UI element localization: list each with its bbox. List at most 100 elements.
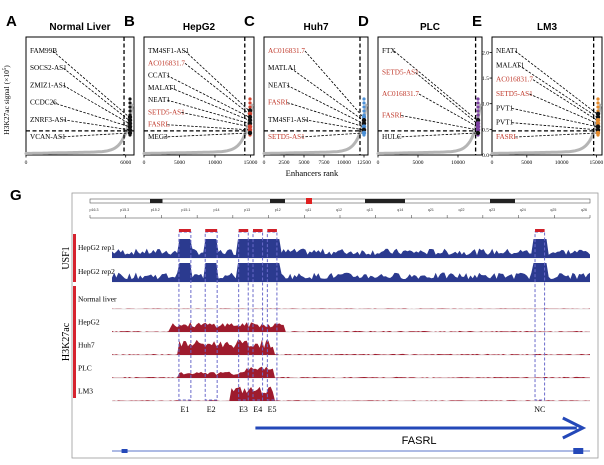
label-leader [515,132,598,138]
labeled-point [595,118,601,123]
signal-track [112,366,590,378]
enhancer-label: E4 [253,405,262,414]
gene-label: ZNRF3-AS1 [30,116,68,124]
track-hepg2: HepG2 [78,318,590,333]
data-point [128,101,132,105]
enhancer-box [534,231,546,401]
enhancer-marker [253,229,263,232]
data-point [362,109,366,113]
labeled-point [361,121,367,126]
label-leader [52,102,130,127]
panel-letter: D [358,13,369,30]
ideogram-band-label: p16.3 [90,208,99,212]
ideogram-band [270,199,285,203]
track-label: HepG2 [78,318,100,327]
label-leader [181,112,250,127]
gene-label: MALAT1 [148,84,177,92]
panel-letter: A [6,13,17,30]
label-leader [397,132,478,138]
ideogram-band-label: q11 [306,208,312,212]
gene-label: MALAT1 [496,61,525,69]
x-tick-label: 10000 [208,160,222,166]
panel-title: PLC [420,22,440,33]
panel-E: E LM3 0 5000 10000 15000 0.0 0.5 1.0 1.5 2.0 NEAT1 M… [472,13,604,166]
label-leader [184,50,250,111]
track-normal-liver: Normal liver [78,295,590,310]
rank-curve [262,103,368,155]
panel-title: Huh7 [304,22,329,33]
enhancer-marker [178,229,191,232]
label-leader [515,50,598,115]
labeled-point [595,121,601,126]
signal-track [112,386,590,401]
x-tick-label: 5000 [174,160,185,166]
enhancer-rank-panels: A Normal Liver 0 6000 FAM99B SOCS2-AS1 ZMIZ1-A… [6,13,604,166]
ideogram-locus [306,198,312,204]
labeled-point [595,127,601,132]
labeled-point [475,121,481,126]
labeled-point [247,130,253,136]
label-leader [415,72,478,124]
panel-A: A Normal Liver 0 6000 FAM99B SOCS2-AS1 ZMIZ1-A… [6,13,135,166]
signal-track [112,239,590,258]
h3k27ac-group-bar [73,286,76,398]
gene-label: SOCS2-AS1 [30,64,67,72]
ideogram-band-label: q12 [336,208,342,212]
label-leader [418,93,478,127]
label-leader [290,67,364,121]
panel-title: Normal Liver [49,22,110,33]
label-leader [52,50,130,118]
labeled-point [475,124,481,129]
gene-label: SETD5-AS1 [382,69,419,77]
gene-label: SETD5-AS1 [148,108,185,116]
labeled-point [247,114,253,120]
y-tick-label: 2.0 [482,50,489,56]
h3k27ac-group-label: H3K27ac [61,322,72,361]
labeled-point [247,108,253,113]
label-leader [59,132,130,138]
signal-track [112,339,590,355]
gene-model-exon [573,448,584,454]
label-leader [170,87,250,121]
plot-frame [143,36,255,156]
gene-arrow-head [562,416,587,440]
plot-frame [263,36,369,156]
labeled-point [595,124,601,129]
labeled-point [361,118,367,123]
panel-title: LM3 [537,22,557,33]
panel-letter: C [244,13,255,30]
ideogram-band-label: p13 [244,208,250,212]
data-point [128,109,132,113]
ideogram-band-label: q22 [459,208,465,212]
data-point [596,101,600,105]
ideogram-band [150,199,163,203]
panel-letter: B [124,13,135,30]
x-tick-label: 0 [377,160,380,166]
gene-label: TM4SF1-AS1 [148,47,190,55]
ideogram-band-label: p15.3 [120,208,129,212]
data-point [128,97,132,101]
data-point [248,105,252,109]
gene-label: FAM99B [30,47,57,55]
y-tick-label: 1.0 [482,102,489,108]
data-point [362,101,366,105]
labeled-point [127,130,133,136]
enhancer-label: NC [534,405,545,414]
plot-frame [491,36,603,156]
x-tick-label: 12500 [357,160,371,166]
track-huh7: Huh7 [78,339,590,356]
gene-label: MATLA1 [268,64,297,72]
x-tick-label: 5000 [413,160,424,166]
track-label: PLC [78,364,92,373]
rank-curve [376,103,482,155]
label-leader [287,102,364,127]
label-leader [63,67,130,121]
gene-label: AC016831.7 [496,76,533,84]
gene-label: FASRL [148,121,170,129]
rank-curve [24,103,134,155]
enhancer-marker [238,229,249,232]
data-point [476,113,480,117]
gene-label: SETD5-AS1 [496,90,533,98]
label-leader [532,79,598,121]
